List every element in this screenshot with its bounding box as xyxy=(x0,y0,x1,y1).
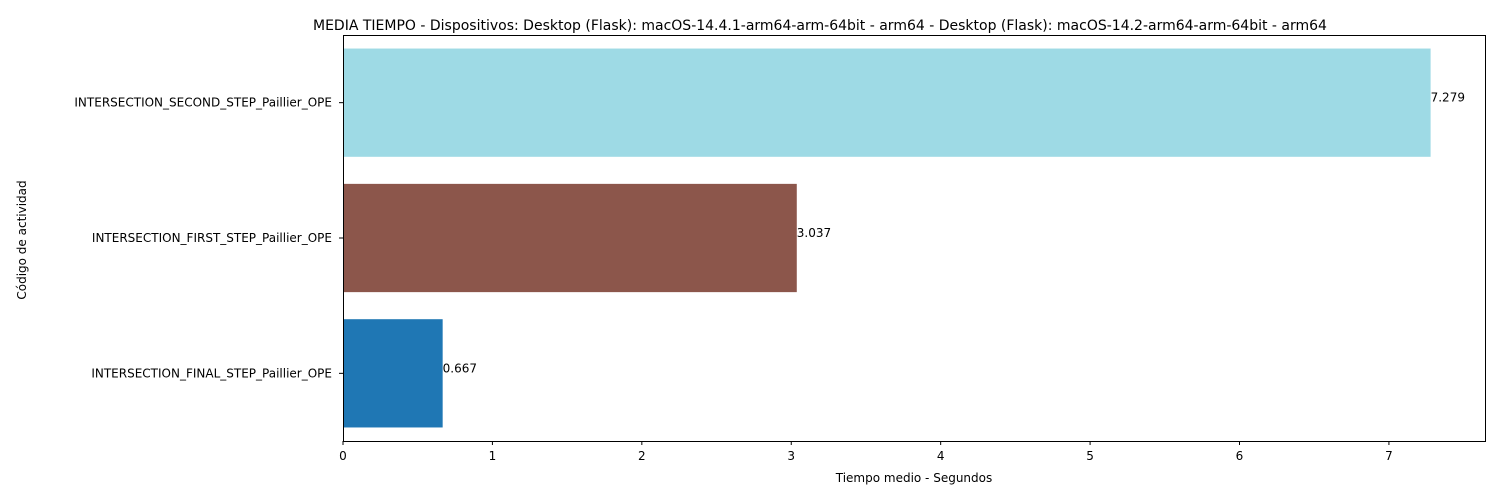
x-tick-label: 3 xyxy=(787,449,795,463)
x-tick-label: 6 xyxy=(1236,449,1244,463)
bar xyxy=(343,183,797,293)
x-axis-label: Tiempo medio - Segundos xyxy=(835,471,993,485)
x-tick-label: 5 xyxy=(1086,449,1094,463)
bar xyxy=(343,48,1431,157)
y-tick-label: INTERSECTION_FIRST_STEP_Paillier_OPE xyxy=(92,231,332,245)
x-tick-label: 2 xyxy=(638,449,646,463)
y-tick-label: INTERSECTION_SECOND_STEP_Paillier_OPE xyxy=(74,96,332,110)
data-labels-layer: 7.279 3.037 0.667 xyxy=(443,91,1465,376)
x-tick-label: 1 xyxy=(489,449,497,463)
bar-value-label: 3.037 xyxy=(797,226,831,240)
bar-value-label: 0.667 xyxy=(443,361,477,375)
bar xyxy=(343,319,443,428)
y-tick-label: INTERSECTION_FINAL_STEP_Paillier_OPE xyxy=(91,366,332,380)
y-axis-label: Código de actividad xyxy=(15,180,29,299)
x-tick-label: 7 xyxy=(1385,449,1393,463)
bars-layer xyxy=(343,48,1431,428)
bar-value-label: 7.279 xyxy=(1431,91,1465,105)
chart-title: MEDIA TIEMPO - Dispositivos: Desktop (Fl… xyxy=(313,18,1327,34)
plot-area-frame xyxy=(343,35,1486,442)
y-axis-ticks: INTERSECTION_SECOND_STEP_Paillier_OPE INT… xyxy=(74,96,343,380)
x-tick-label: 0 xyxy=(339,449,347,463)
x-tick-label: 4 xyxy=(937,449,945,463)
x-axis-ticks: 0 1 2 3 4 5 6 7 xyxy=(339,441,1393,463)
